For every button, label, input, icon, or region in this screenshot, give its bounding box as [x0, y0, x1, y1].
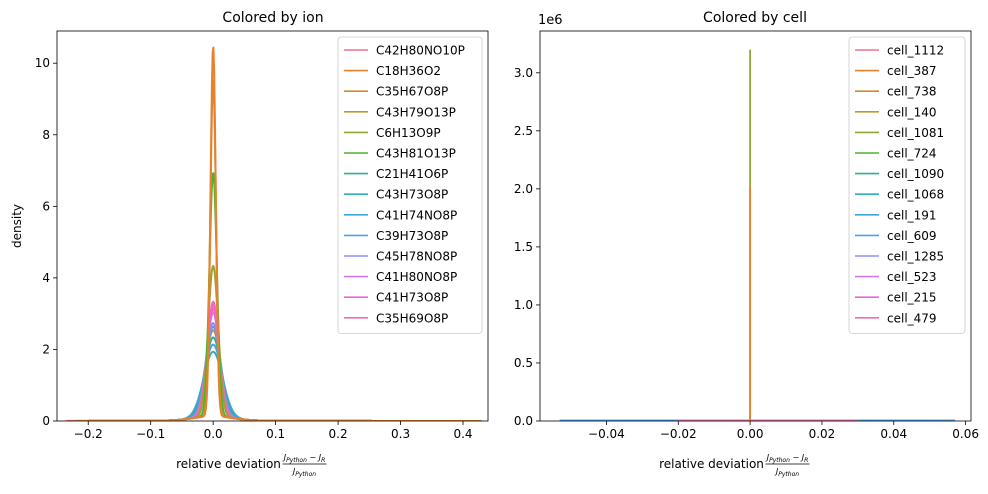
- cell-x-tick-label: 0.00: [737, 427, 764, 441]
- cell-panel: Colored by cell −0.04 −0.02 0.00 0.02 0.04 0.…: [514, 10, 979, 478]
- cell-legend-label-cell-724: cell_724: [887, 147, 937, 161]
- cell-x-tick-label: 0.04: [880, 427, 907, 441]
- ion-x-label-numerator: JPython − JR: [282, 453, 326, 464]
- cell-legend-label-cell-1090: cell_1090: [887, 167, 944, 181]
- cell-legend-label-cell-609: cell_609: [887, 229, 937, 243]
- ion-legend-label-c35h69o8p: C35H69O8P: [376, 311, 448, 325]
- ion-plot-frame: [56, 30, 489, 422]
- cell-x-label-numerator: JPython − JR: [765, 453, 809, 464]
- cell-legend-label-cell-738: cell_738: [887, 85, 937, 99]
- cell-legend-label-cell-479: cell_479: [887, 311, 937, 325]
- cell-x-tick-label: 0.06: [952, 427, 979, 441]
- ion-y-tick-label: 0: [42, 414, 50, 428]
- ion-y-tick-label: 2: [42, 342, 50, 356]
- ion-x-tick-label: 0.3: [391, 427, 410, 441]
- cell-y-tick-label: 0.0: [514, 414, 533, 428]
- cell-legend-label-cell-387: cell_387: [887, 64, 937, 78]
- cell-legend-label-cell-1112: cell_1112: [887, 44, 944, 58]
- cell-y-tick-label: 2.0: [514, 182, 533, 196]
- cell-legend-label-cell-1068: cell_1068: [887, 188, 944, 202]
- ion-x-tick-label: 0.2: [329, 427, 348, 441]
- ion-legend-label-c41h80no8p: C41H80NO8P: [376, 270, 457, 284]
- ion-y-tick-label: 8: [42, 128, 50, 142]
- cell-legend-box: [848, 36, 966, 334]
- cell-legend-label-cell-1285: cell_1285: [887, 250, 944, 264]
- ion-x-tick-label: 0.4: [453, 427, 472, 441]
- ion-legend-label-c39h73o8p: C39H73O8P: [376, 229, 448, 243]
- ion-plot-area: −0.2 −0.1 0.0 0.1 0.2 0.3 0.4 0 2 4 6 8 10 relative d…: [35, 30, 489, 478]
- cell-curves: [559, 49, 955, 422]
- cell-legend-label-cell-191: cell_191: [887, 208, 937, 222]
- ion-y-tick-label: 4: [42, 271, 50, 285]
- ion-x-tick-label: −0.2: [74, 427, 103, 441]
- ion-panel: Colored by ion −0.2 −0.1 0.0 0.1 0.2 0.3 0.4 0 2…: [10, 10, 489, 478]
- cell-y-tick-label: 1.5: [514, 240, 533, 254]
- ion-legend-label-c43h81o13p: C43H81O13P: [376, 147, 456, 161]
- cell-y-tick-label: 0.5: [514, 356, 533, 370]
- ion-legend-label-c43h79o13p: C43H79O13P: [376, 105, 456, 119]
- ion-legend-label-c41h73o8p: C41H73O8P: [376, 291, 448, 305]
- ion-legend-label-c21h41o6p: C21H41O6P: [376, 167, 448, 181]
- ion-x-tick-label: 0.0: [204, 427, 223, 441]
- ion-y-tick-label: 6: [42, 199, 50, 213]
- cell-x-tick-label: −0.04: [588, 427, 625, 441]
- cell-legend-label-cell-1081: cell_1081: [887, 126, 944, 140]
- ion-x-tick-label: −0.1: [136, 427, 165, 441]
- ion-x-label-denominator: JPython: [291, 467, 316, 478]
- ion-x-axis-label: relative deviation: [176, 457, 281, 471]
- ion-legend-label-c45h78no8p: C45H78NO8P: [376, 250, 457, 264]
- ion-panel-title: Colored by ion: [222, 10, 323, 26]
- ion-y-axis-label: density: [10, 204, 24, 248]
- cell-y-offset-text: 1e6: [538, 13, 563, 28]
- ion-x-tick-label: 0.1: [266, 427, 285, 441]
- cell-y-tick-label: 1.0: [514, 298, 533, 312]
- ion-legend-label-c35h67o8p: C35H67O8P: [376, 85, 448, 99]
- cell-y-tick-label: 2.5: [514, 124, 533, 138]
- ion-legend-label-c18h36o2: C18H36O2: [376, 64, 441, 78]
- cell-x-tick-label: −0.02: [660, 427, 697, 441]
- cell-panel-title: Colored by cell: [703, 10, 807, 26]
- cell-x-tick-label: 0.02: [809, 427, 836, 441]
- cell-x-axis-label: relative deviation: [659, 457, 764, 471]
- cell-plot-frame: [539, 30, 972, 422]
- cell-y-tick-label: 3.0: [514, 66, 533, 80]
- cell-legend-label-cell-523: cell_523: [887, 270, 937, 284]
- ion-legend-label-c6h13o9p: C6H13O9P: [376, 126, 441, 140]
- ion-legend-label-c42h80no10p: C42H80NO10P: [376, 44, 465, 58]
- ion-legend-label-c41h74no8p: C41H74NO8P: [376, 208, 457, 222]
- cell-x-label-denominator: JPython: [774, 467, 799, 478]
- ion-legend-box: [337, 36, 483, 334]
- ion-y-tick-label: 10: [35, 56, 50, 70]
- cell-legend-label-cell-215: cell_215: [887, 291, 937, 305]
- cell-legend-label-cell-140: cell_140: [887, 105, 937, 119]
- cell-plot-area: −0.04 −0.02 0.00 0.02 0.04 0.06 0.0 0.5 1.0 1.5 2.…: [514, 30, 979, 478]
- ion-legend-label-c43h73o8p: C43H73O8P: [376, 188, 448, 202]
